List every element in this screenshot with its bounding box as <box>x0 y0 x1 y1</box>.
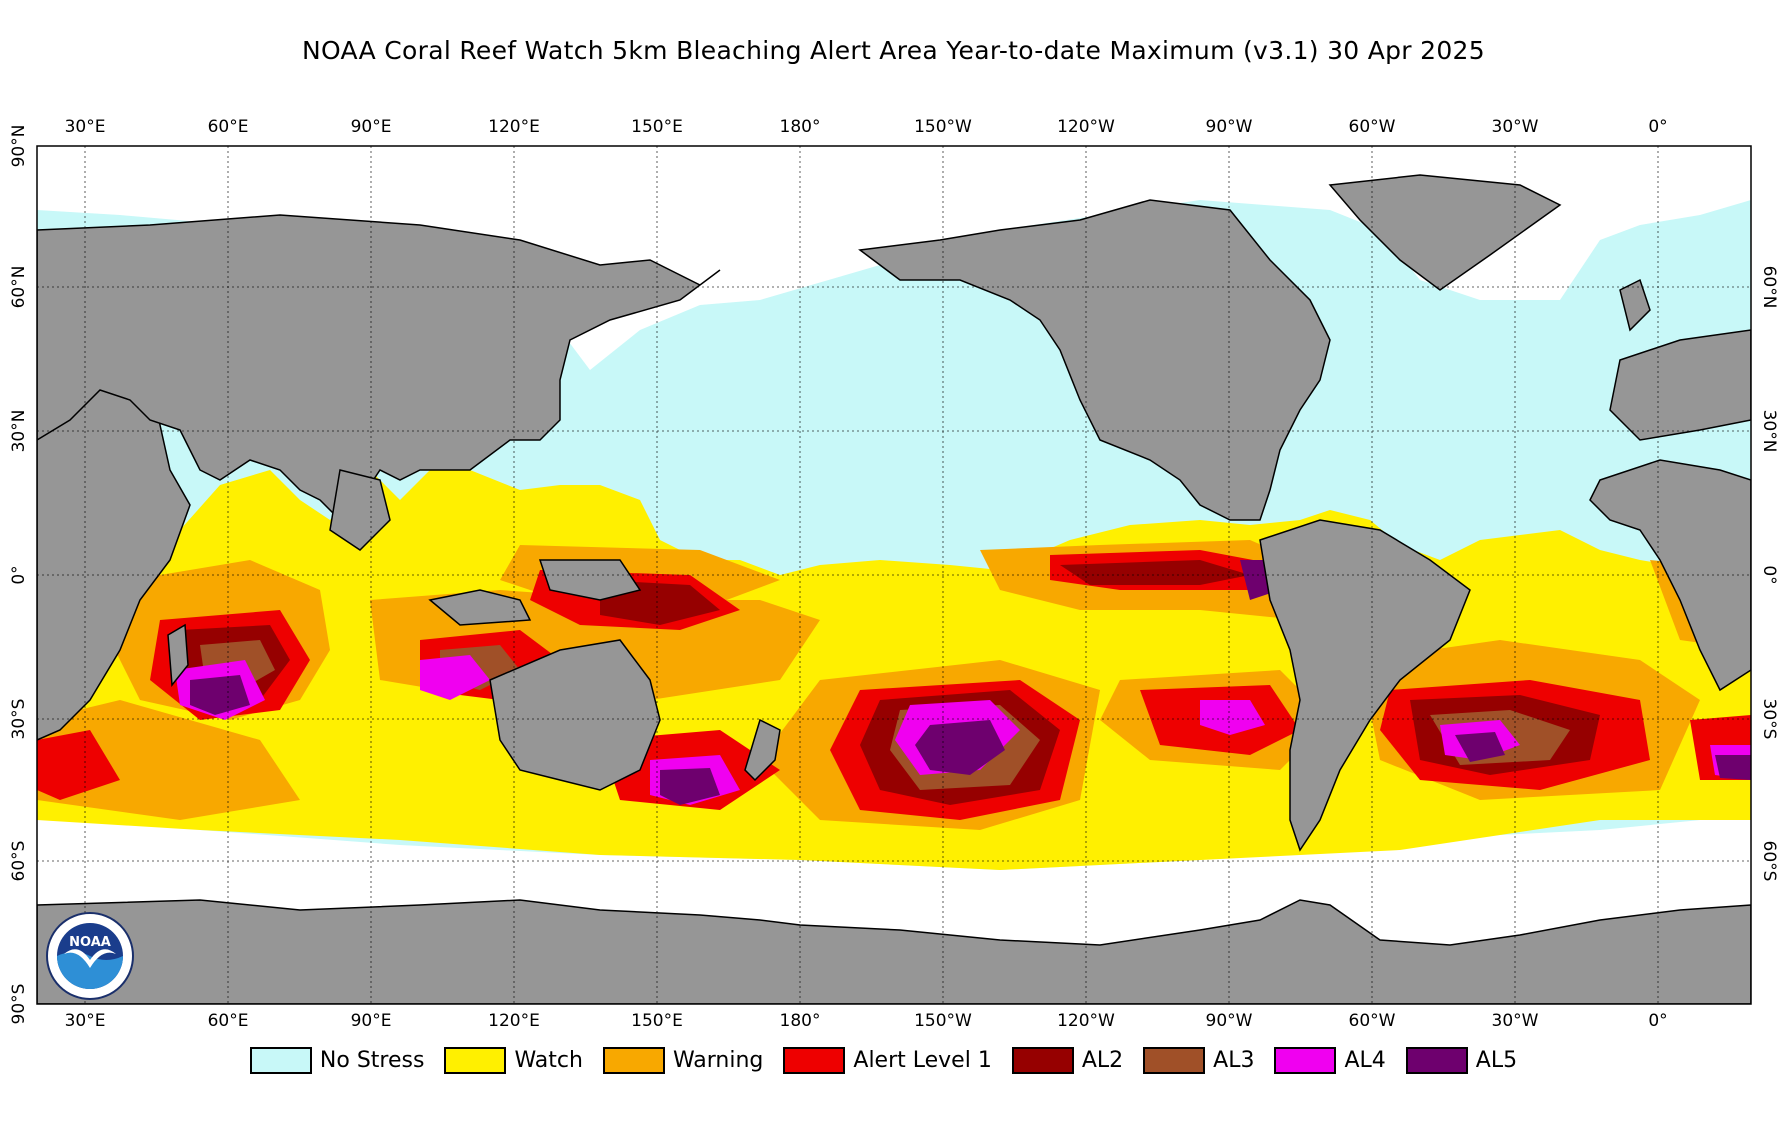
legend-item-no-stress: No Stress <box>249 1046 425 1074</box>
legend-label: AL2 <box>1081 1047 1124 1073</box>
al5-areas <box>190 560 1751 805</box>
lat-label-right: 60°N <box>1759 266 1779 309</box>
legend-swatch <box>1405 1046 1468 1074</box>
lon-labels-top: 30°E 60°E 90°E 120°E 150°E 180° 150°W 12… <box>65 117 1668 137</box>
lon-label-top: 150°E <box>631 117 683 137</box>
lon-label-bottom: 120°W <box>1057 1011 1115 1031</box>
lon-label-bottom: 30°E <box>65 1011 106 1031</box>
lat-label-left: 60°S <box>9 841 29 882</box>
legend-item-al4: AL4 <box>1274 1046 1386 1074</box>
legend-label: Watch <box>514 1047 583 1073</box>
lat-labels-left: 90°N 60°N 30°N 0° 30°S 60°S 90°S <box>9 125 29 1025</box>
legend-item-watch: Watch <box>444 1046 583 1074</box>
legend-item-al3: AL3 <box>1143 1046 1255 1074</box>
legend-item-al5: AL5 <box>1405 1046 1518 1074</box>
lat-label-left: 0° <box>9 565 29 584</box>
lon-label-bottom: 0° <box>1648 1011 1667 1031</box>
lon-label-bottom: 90°E <box>351 1011 392 1031</box>
lon-label-top: 150°W <box>914 117 972 137</box>
lat-label-right: 60°S <box>1759 841 1779 882</box>
lon-label-top: 60°E <box>208 117 249 137</box>
lon-labels-bottom: 30°E 60°E 90°E 120°E 150°E 180° 150°W 12… <box>65 1011 1668 1031</box>
lat-labels-right: 60°N 30°N 0° 30°S 60°S <box>1759 266 1779 882</box>
legend: No Stress Watch Warning Alert Level 1 AL… <box>0 1040 1787 1080</box>
legend-swatch <box>602 1046 665 1074</box>
lat-label-right: 0° <box>1759 565 1779 584</box>
lon-label-top: 90°W <box>1206 117 1253 137</box>
legend-swatch <box>249 1046 312 1074</box>
noaa-logo: NOAA <box>46 912 134 1000</box>
lon-label-bottom: 150°E <box>631 1011 683 1031</box>
lon-label-top: 30°E <box>65 117 106 137</box>
lon-label-bottom: 60°W <box>1349 1011 1396 1031</box>
lat-label-right: 30°N <box>1759 410 1779 453</box>
noaa-logo-text: NOAA <box>69 935 111 950</box>
graticule <box>37 146 1751 1004</box>
lon-label-bottom: 30°W <box>1492 1011 1539 1031</box>
legend-label: AL3 <box>1213 1047 1255 1073</box>
legend-label: AL4 <box>1344 1047 1386 1073</box>
lon-label-bottom: 150°W <box>914 1011 972 1031</box>
lon-label-top: 0° <box>1648 117 1667 137</box>
lon-label-bottom: 180° <box>780 1011 821 1031</box>
lat-label-right: 30°S <box>1759 699 1779 740</box>
lat-label-left: 30°S <box>9 699 29 740</box>
lat-label-left: 60°N <box>9 266 29 309</box>
lat-label-left: 30°N <box>9 410 29 453</box>
lon-label-top: 30°W <box>1492 117 1539 137</box>
legend-swatch <box>1274 1046 1337 1074</box>
land-masses <box>37 174 1751 1004</box>
lon-label-top: 120°E <box>488 117 540 137</box>
legend-swatch <box>1011 1046 1074 1074</box>
legend-label: Warning <box>672 1047 764 1073</box>
map-layers <box>37 146 1751 1004</box>
lon-label-top: 90°E <box>351 117 392 137</box>
legend-item-alert-level-1: Alert Level 1 <box>783 1046 992 1074</box>
legend-swatch <box>444 1046 507 1074</box>
legend-swatch <box>1143 1046 1206 1074</box>
legend-label: Alert Level 1 <box>853 1047 992 1073</box>
map-frame <box>36 145 1752 1005</box>
lon-label-top: 180° <box>780 117 821 137</box>
lon-label-bottom: 60°E <box>208 1011 249 1031</box>
lat-label-left: 90°S <box>9 984 29 1025</box>
legend-swatch <box>783 1046 846 1074</box>
bleaching-alert-map: 30°E 60°E 90°E 120°E 150°E 180° 150°W 12… <box>9 117 1779 1031</box>
lon-label-top: 60°W <box>1349 117 1396 137</box>
lon-label-bottom: 120°E <box>488 1011 540 1031</box>
legend-label: AL5 <box>1475 1047 1518 1073</box>
legend-item-al2: AL2 <box>1011 1046 1124 1074</box>
legend-label: No Stress <box>319 1047 425 1073</box>
map-title: NOAA Coral Reef Watch 5km Bleaching Aler… <box>302 36 1485 65</box>
lon-label-bottom: 90°W <box>1206 1011 1253 1031</box>
lat-label-left: 90°N <box>9 125 29 168</box>
lon-label-top: 120°W <box>1057 117 1115 137</box>
legend-item-warning: Warning <box>602 1046 764 1074</box>
